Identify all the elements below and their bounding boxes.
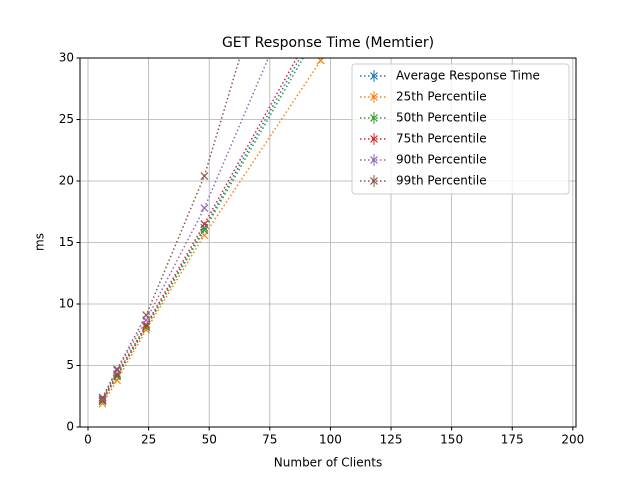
x-tick-label: 175 (501, 433, 524, 447)
x-tick-label: 25 (141, 433, 156, 447)
x-tick-label: 150 (440, 433, 463, 447)
legend-marker (370, 156, 378, 164)
chart-title: GET Response Time (Memtier) (222, 35, 434, 51)
data-point (200, 226, 209, 235)
plot-area (98, 58, 325, 408)
ticks: 0 25 50 75 100 125 150 175 200 0 5 10 15 20 25 30 (59, 51, 585, 447)
x-axis-label: Number of Clients (274, 456, 382, 470)
data-point (200, 172, 209, 181)
x-tick-label: 0 (84, 433, 92, 447)
x-tick-label: 200 (561, 433, 584, 447)
y-tick-label: 30 (59, 51, 74, 65)
x-tick-label: 125 (380, 433, 403, 447)
data-point (142, 322, 151, 331)
legend-box (351, 63, 570, 195)
y-tick-label: 10 (59, 297, 74, 311)
data-point (98, 397, 107, 406)
y-tick-label: 15 (59, 235, 74, 249)
data-point (98, 394, 107, 403)
data-point (200, 204, 209, 212)
legend-label: 75th Percentile (396, 132, 487, 146)
y-tick-label: 0 (66, 420, 74, 434)
x-tick-label: 75 (262, 433, 277, 447)
series-line (101, 58, 298, 401)
legend-label: 99th Percentile (396, 174, 487, 188)
y-tick-label: 25 (59, 112, 74, 126)
legend-label: Average Response Time (396, 69, 540, 83)
legend-marker (370, 93, 378, 101)
x-tick-label: 50 (202, 433, 217, 447)
legend-label: 25th Percentile (396, 90, 487, 104)
legend-marker (370, 177, 378, 185)
y-axis-label: ms (33, 233, 47, 251)
data-point (200, 220, 209, 228)
legend-marker (370, 72, 378, 80)
legend-marker (370, 135, 378, 143)
legend-label: 50th Percentile (396, 111, 487, 125)
data-point (113, 366, 122, 375)
legend-label: 90th Percentile (396, 153, 487, 167)
data-point (98, 396, 107, 404)
legend: Average Response Time 25th Percentile 50th… (351, 63, 570, 195)
series-line (101, 58, 324, 405)
legend-marker (370, 114, 378, 122)
y-tick-label: 5 (66, 358, 74, 372)
x-tick-label: 100 (319, 433, 342, 447)
y-tick-label: 20 (59, 174, 74, 188)
series-line (101, 58, 270, 400)
data-point (113, 365, 122, 374)
data-point (98, 393, 107, 402)
data-point (142, 311, 151, 319)
series-line (101, 58, 241, 398)
